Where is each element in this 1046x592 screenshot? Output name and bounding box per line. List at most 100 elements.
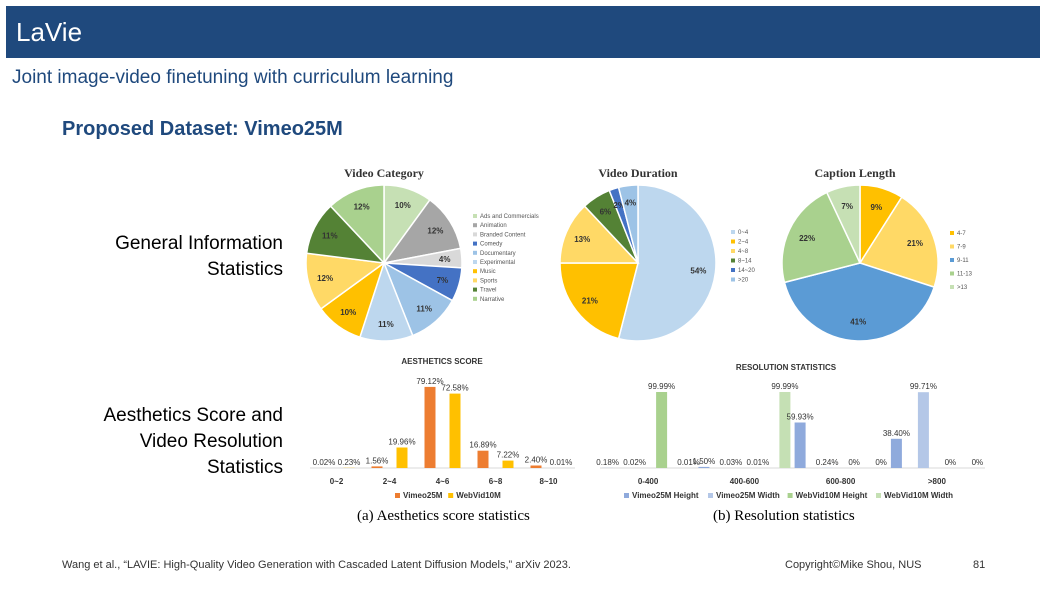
x-tick-label: 4~6 [436,477,450,486]
slide-title: LaVie [16,17,83,47]
x-tick-label: 600-800 [826,477,856,486]
legend-label: Travel [480,288,496,294]
bar-value-label: 0% [848,458,860,467]
bar-value-label: 0.01% [747,458,770,467]
legend-swatch [473,232,477,237]
pie-slice [825,184,861,264]
general-stats-label-line: Statistics [206,259,283,280]
bar-value-label: 0% [875,458,887,467]
bar-value-label: 2.40% [525,456,548,465]
legend-label: >13 [957,285,968,291]
pie-slice [783,262,936,342]
legend-label: Vimeo25M Height [632,491,699,500]
legend-swatch [448,493,454,498]
caption-resolution: (b) Resolution statistics [713,508,855,524]
legend-swatch [473,278,477,283]
bar-value-label: 19.96% [388,438,415,447]
pie-value-label: 54% [690,267,706,276]
x-tick-label: 8~10 [539,477,558,486]
pie-value-label: 9% [871,203,883,212]
section-heading: Proposed Dataset: Vimeo25M [62,118,343,140]
legend-label: 7-9 [957,245,966,251]
bar-value-label: 99.71% [910,382,937,391]
legend-label: WebVid10M Width [884,491,953,500]
legend-label: Vimeo25M [403,491,443,500]
legend-label: Comedy [480,242,502,248]
legend-swatch [787,493,793,498]
bar [502,460,514,468]
pie-value-label: 4% [625,199,637,208]
x-tick-label: >800 [928,477,947,486]
legend-swatch [731,258,735,263]
legend-label: 4~8 [738,249,749,255]
legend-swatch [731,230,735,234]
pie-title: Video Category [344,166,424,180]
legend-swatch [395,493,400,498]
legend-swatch [950,258,954,262]
pie-value-label: 11% [416,305,432,314]
legend-label: 2~4 [738,240,749,246]
footer-copyright: Copyright©Mike Shou, NUS [785,559,922,571]
pie-slice [858,196,939,289]
bar [530,465,542,468]
pie-slice [559,205,640,264]
bar-value-label: 0.01% [550,458,573,467]
bar-value-label: 16.89% [469,441,496,450]
bar [917,392,929,468]
legend-label: 11-13 [957,272,973,278]
x-tick-label: 0~2 [330,477,344,486]
page-number: 81 [973,559,986,571]
bar-value-label: 0.24% [816,458,839,467]
pie-value-label: 10% [340,308,356,317]
pie-value-label: 4% [439,255,451,264]
pie-value-label: 22% [799,234,815,243]
bar-value-label: 59.93% [787,413,814,422]
general-stats-label-line: General Information [115,233,283,254]
pie-slice [559,262,639,340]
bar-value-label: 0.02% [623,458,646,467]
pie-value-label: 41% [850,318,866,327]
bar-value-label: 0.03% [720,458,743,467]
bar-value-label: 0% [945,458,957,467]
legend-label: Animation [480,223,507,229]
legend-swatch [624,493,629,498]
legend-swatch [473,250,477,255]
aesthetics-stats-label-line: Aesthetics Score and [103,405,283,426]
legend-label: Sports [480,278,497,284]
legend-swatch [473,260,477,264]
legend-label: >20 [738,278,749,284]
bar [698,466,710,468]
bar-value-label: 99.99% [771,382,798,391]
bar-value-label: 0.02% [313,458,336,467]
pie-value-label: 12% [427,226,443,235]
pie-value-label: 7% [841,202,853,211]
legend-swatch [950,231,954,235]
legend-swatch [473,241,477,246]
caption-aesthetics: (a) Aesthetics score statistics [357,508,530,524]
x-tick-label: 2~4 [383,477,397,486]
x-tick-label: 6~8 [489,477,503,486]
pie-value-label: 21% [582,296,598,305]
bar-value-label: 0% [972,458,984,467]
bar [396,447,408,468]
legend-swatch [731,249,735,253]
bar-value-label: 79.12% [416,377,443,386]
legend-label: Branded Content [480,232,526,238]
legend-label: 8~14 [738,259,752,265]
pie-value-label: 12% [354,202,370,211]
legend-label: 9-11 [957,258,969,264]
legend-swatch [473,214,477,218]
pie-slice [781,191,862,284]
bar-value-label: 0.01% [677,458,700,467]
pie-value-label: 12% [317,274,333,283]
legend-label: Experimental [480,260,515,266]
bar-value-label: 99.99% [648,382,675,391]
legend-swatch [473,269,477,274]
legend-label: Documentary [480,251,516,257]
pie-slice [617,184,717,342]
legend-swatch [708,493,713,498]
legend-label: Narrative [480,297,505,303]
bar-chart-title: RESOLUTION STATISTICS [736,363,837,372]
x-tick-label: 0-400 [638,477,659,486]
pie-value-label: 11% [322,231,338,240]
